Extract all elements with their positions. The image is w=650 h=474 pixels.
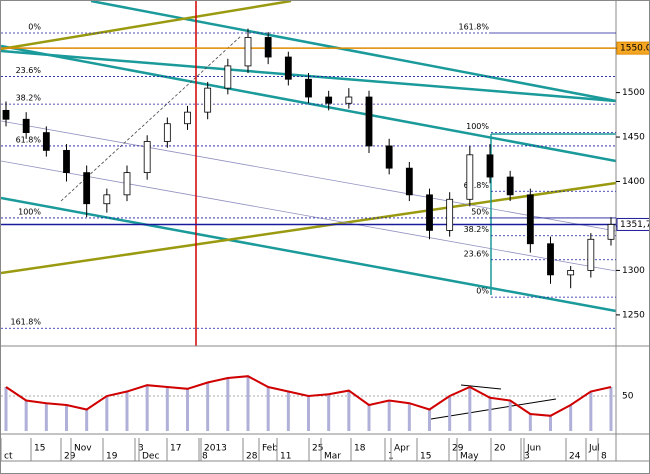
x-tick-label: 3 — [138, 444, 144, 454]
candle-body — [22, 118, 30, 133]
candle-body — [143, 141, 151, 174]
fib-label: 50% — [471, 207, 489, 216]
x-tick-label: ct — [4, 452, 13, 462]
candle-body — [506, 176, 514, 196]
candle-body — [567, 270, 575, 276]
candle-body — [305, 78, 312, 98]
candle-body — [63, 149, 70, 174]
y-tick-label: 1500 — [622, 88, 645, 98]
candle-body — [284, 56, 292, 80]
y-tick-label: 1250 — [622, 310, 645, 320]
y-tick-label: 1300 — [622, 266, 645, 276]
candle-body — [446, 198, 454, 231]
x-tick-label: 18 — [354, 444, 366, 454]
price-tag — [616, 41, 649, 55]
osc-line — [5, 375, 612, 417]
candle-body — [264, 37, 272, 58]
candle-body — [2, 109, 10, 120]
y-tick-label: 1400 — [622, 177, 645, 187]
x-tick-label: 17 — [170, 444, 181, 454]
fib-label: 161.8% — [10, 318, 41, 327]
candle-body — [184, 111, 191, 125]
candle-body — [365, 96, 373, 147]
x-tick-label: 25 — [312, 444, 323, 454]
fib-label: 0% — [476, 287, 489, 296]
fib-label: 100% — [18, 207, 41, 216]
x-tick-label: 19 — [106, 452, 118, 462]
candle-body — [526, 194, 534, 245]
drawings — [1, 1, 649, 462]
x-tick-label: 24 — [569, 452, 581, 462]
x-tick-label: 15 — [420, 452, 431, 462]
candle-body — [103, 194, 111, 205]
x-tick-label: Nov — [74, 444, 92, 454]
price-tag-label: 1351,7 — [620, 220, 650, 230]
x-tick-label: Dec — [142, 452, 159, 462]
x-tick-label: Feb — [262, 444, 278, 454]
candle-body — [466, 154, 474, 200]
x-tick-label: 28 — [246, 452, 258, 462]
fib-label: 161.8% — [458, 23, 489, 32]
fib-label: 38.2% — [16, 94, 42, 103]
fib-label: 23.6% — [16, 66, 42, 75]
x-tick-label: Apr — [394, 444, 410, 454]
osc-tick-label: 50 — [622, 392, 634, 402]
candle-body — [426, 194, 433, 231]
x-tick-label: 2013 — [204, 444, 227, 454]
x-tick-label: Jul — [588, 444, 600, 454]
x-tick-label: 29 — [452, 444, 464, 454]
candle-body — [224, 65, 232, 89]
fib-label: 100% — [466, 122, 489, 131]
fib-label: 0% — [28, 23, 41, 32]
candle-body — [123, 172, 131, 196]
fib-label: 61.8% — [16, 135, 42, 144]
candle-body — [486, 154, 494, 178]
price-tag — [616, 217, 649, 231]
x-tick-label: 3 — [524, 452, 530, 462]
x-tick-label: Jun — [526, 444, 541, 454]
x-tick-label: 15 — [34, 444, 45, 454]
candle-body — [587, 238, 595, 271]
x-tick-label: 20 — [494, 444, 506, 454]
candle-body — [83, 172, 91, 205]
x-tick-label: 8 — [202, 452, 208, 462]
candle-body — [204, 87, 212, 113]
candle-body — [42, 132, 50, 151]
candle-body — [405, 167, 413, 196]
candle-body — [163, 123, 171, 142]
x-tick-label: 11 — [280, 452, 291, 462]
fib-label: 61.8% — [464, 181, 490, 190]
candle-body — [325, 96, 333, 104]
fib-label: 23.6% — [464, 249, 490, 258]
x-tick-label: 29 — [64, 452, 76, 462]
price-tag-label: 1550.0 — [620, 44, 650, 54]
candle-body — [547, 243, 554, 276]
x-tick-label: Mar — [324, 452, 341, 462]
candle-body — [345, 96, 353, 104]
candle-body — [385, 145, 393, 169]
x-tick-label: May — [460, 452, 479, 462]
x-tick-label: 8 — [601, 452, 607, 462]
fib-label: 38.2% — [464, 225, 490, 234]
candle-body — [244, 37, 252, 67]
candle-body — [607, 224, 615, 240]
y-tick-label: 1450 — [622, 133, 645, 143]
